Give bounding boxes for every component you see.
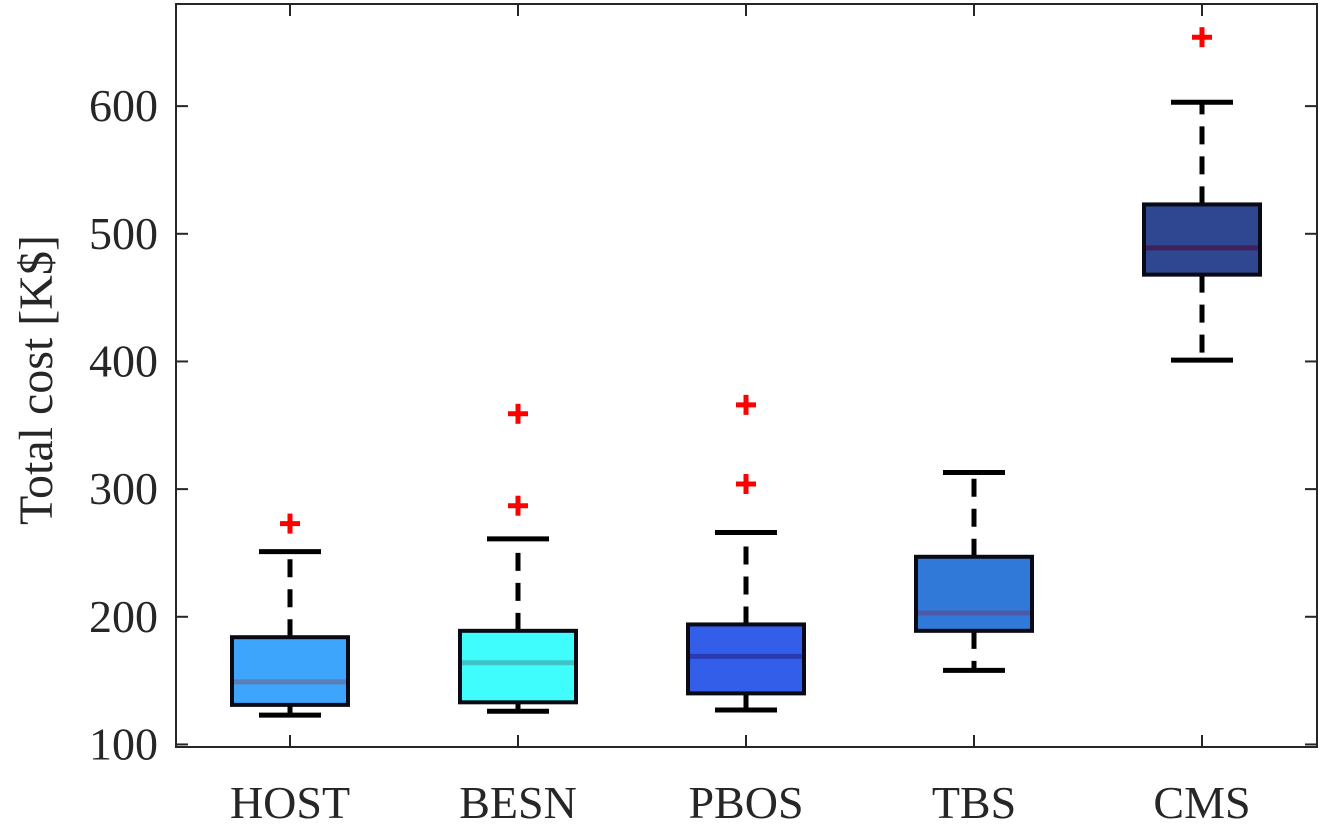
x-tick-label-pbos: PBOS (688, 777, 803, 828)
axes-layer: HOST BESN PBOS TBS CMS 100 200 300 400 500 600 (89, 3, 1318, 828)
boxes-layer (230, 27, 1262, 718)
y-tick-label-100: 100 (89, 718, 158, 769)
x-tick-label-host: HOST (230, 777, 350, 828)
box-besn (458, 628, 578, 705)
y-tick-label-400: 400 (89, 335, 158, 386)
box-group-besn (458, 403, 578, 714)
box-tbs (914, 554, 1034, 633)
box-group-cms (1142, 27, 1262, 363)
y-tick-label-600: 600 (89, 80, 158, 131)
box-group-host (230, 513, 350, 718)
y-tick-label-300: 300 (89, 463, 158, 514)
box-cms (1142, 202, 1262, 277)
outlier-host-1 (280, 513, 300, 534)
outlier-pbos-1 (736, 474, 756, 495)
y-tick-label-200: 200 (89, 591, 158, 642)
outlier-besn-1 (508, 495, 528, 516)
y-tick-label-500: 500 (89, 208, 158, 259)
x-tick-label-tbs: TBS (932, 777, 1016, 828)
outlier-cms-1 (1192, 27, 1212, 48)
outlier-besn-2 (508, 403, 528, 424)
x-tick-label-cms: CMS (1153, 777, 1250, 828)
box-group-tbs (914, 470, 1034, 673)
x-tick-label-besn: BESN (459, 777, 577, 828)
y-axis-title: Total cost [K$] (10, 235, 63, 525)
outlier-pbos-2 (736, 394, 756, 415)
box-group-pbos (686, 394, 806, 713)
box-pbos (686, 622, 806, 696)
box-host (230, 635, 350, 707)
